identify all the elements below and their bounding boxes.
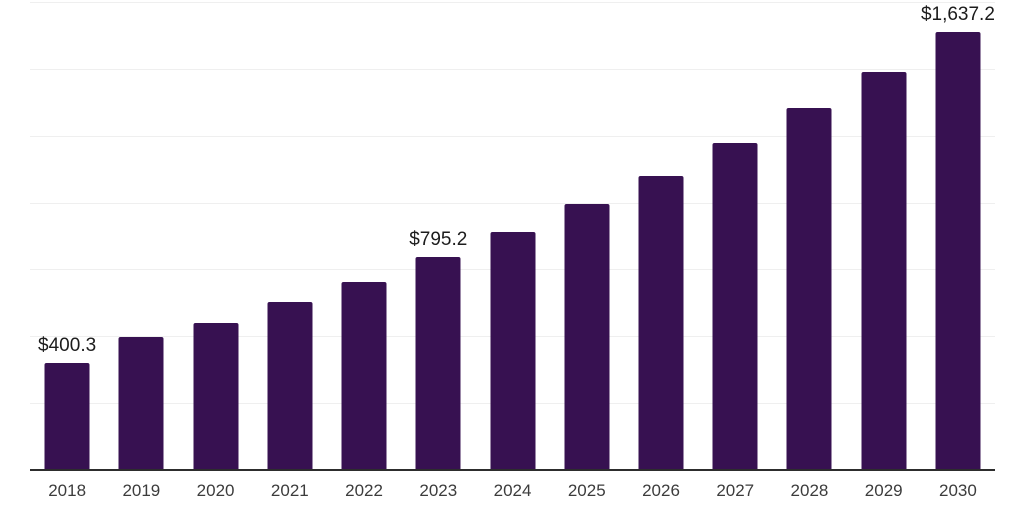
bar-value-label-2018: $400.3: [38, 335, 97, 357]
bar-column-2024: [475, 2, 549, 470]
gridline-1250: [30, 135, 995, 137]
bar-2024: [490, 232, 536, 470]
bar-column-2022: [327, 2, 401, 470]
x-tick-label-2025: 2025: [567, 481, 606, 500]
bar-column-2026: [624, 2, 698, 470]
bar-series: $400.3 $795.2 $1,637.2: [30, 2, 995, 470]
x-tick-label-2018: 2018: [48, 481, 87, 500]
x-tick-label-2030: 2030: [939, 481, 977, 500]
bar-column-2025: [550, 2, 624, 470]
bar-column-2028: [772, 2, 846, 470]
x-tick-label-2024: 2024: [493, 481, 532, 500]
x-tick-label-2020: 2020: [196, 481, 235, 500]
bar-value-label-2030: $1,637.2: [920, 4, 995, 26]
x-axis-line: [30, 469, 995, 471]
gridline-1000: [30, 202, 995, 204]
x-axis-tick-labels: 2018 2019 2020 2021 2022 2023 2024 2025 2026 2027…: [30, 480, 995, 502]
bar-2021: [267, 302, 313, 470]
bar-column-2027: [698, 2, 772, 470]
bar-column-2021: [253, 2, 327, 470]
bar-2020: [193, 322, 239, 470]
gridline-1750: [30, 2, 995, 3]
bar-2019: [118, 337, 164, 470]
bar-column-2023: $795.2: [401, 2, 475, 470]
bar-column-2018: $400.3: [30, 2, 104, 470]
x-tick-label-2029: 2029: [864, 481, 903, 500]
bar-2022: [341, 282, 387, 470]
bar-column-2030: $1,637.2: [921, 2, 995, 470]
bar-2025: [564, 203, 610, 470]
x-tick-label-2021: 2021: [270, 481, 309, 500]
x-tick-label-2019: 2019: [122, 481, 161, 500]
bar-2026: [638, 175, 684, 470]
bar-2028: [786, 107, 832, 470]
bar-column-2020: [178, 2, 252, 470]
x-tick-label-2028: 2028: [790, 481, 829, 500]
x-tick-label-2022: 2022: [345, 481, 383, 500]
x-tick-label-2026: 2026: [642, 481, 680, 500]
bar-value-label-2023: $795.2: [409, 229, 468, 251]
gridline-1500: [30, 68, 995, 70]
bar-2029: [861, 72, 907, 470]
bar-2027: [712, 142, 758, 470]
plot-area: $400.3 $795.2 $1,637.2: [30, 2, 995, 470]
bar-column-2019: [104, 2, 178, 470]
x-tick-label-2027: 2027: [716, 481, 755, 500]
bar-2023: [415, 257, 461, 470]
x-tick-label-2023: 2023: [419, 481, 458, 500]
bar-column-2029: [847, 2, 921, 470]
bar-2018: [44, 362, 90, 470]
bar-2030: [935, 32, 981, 470]
